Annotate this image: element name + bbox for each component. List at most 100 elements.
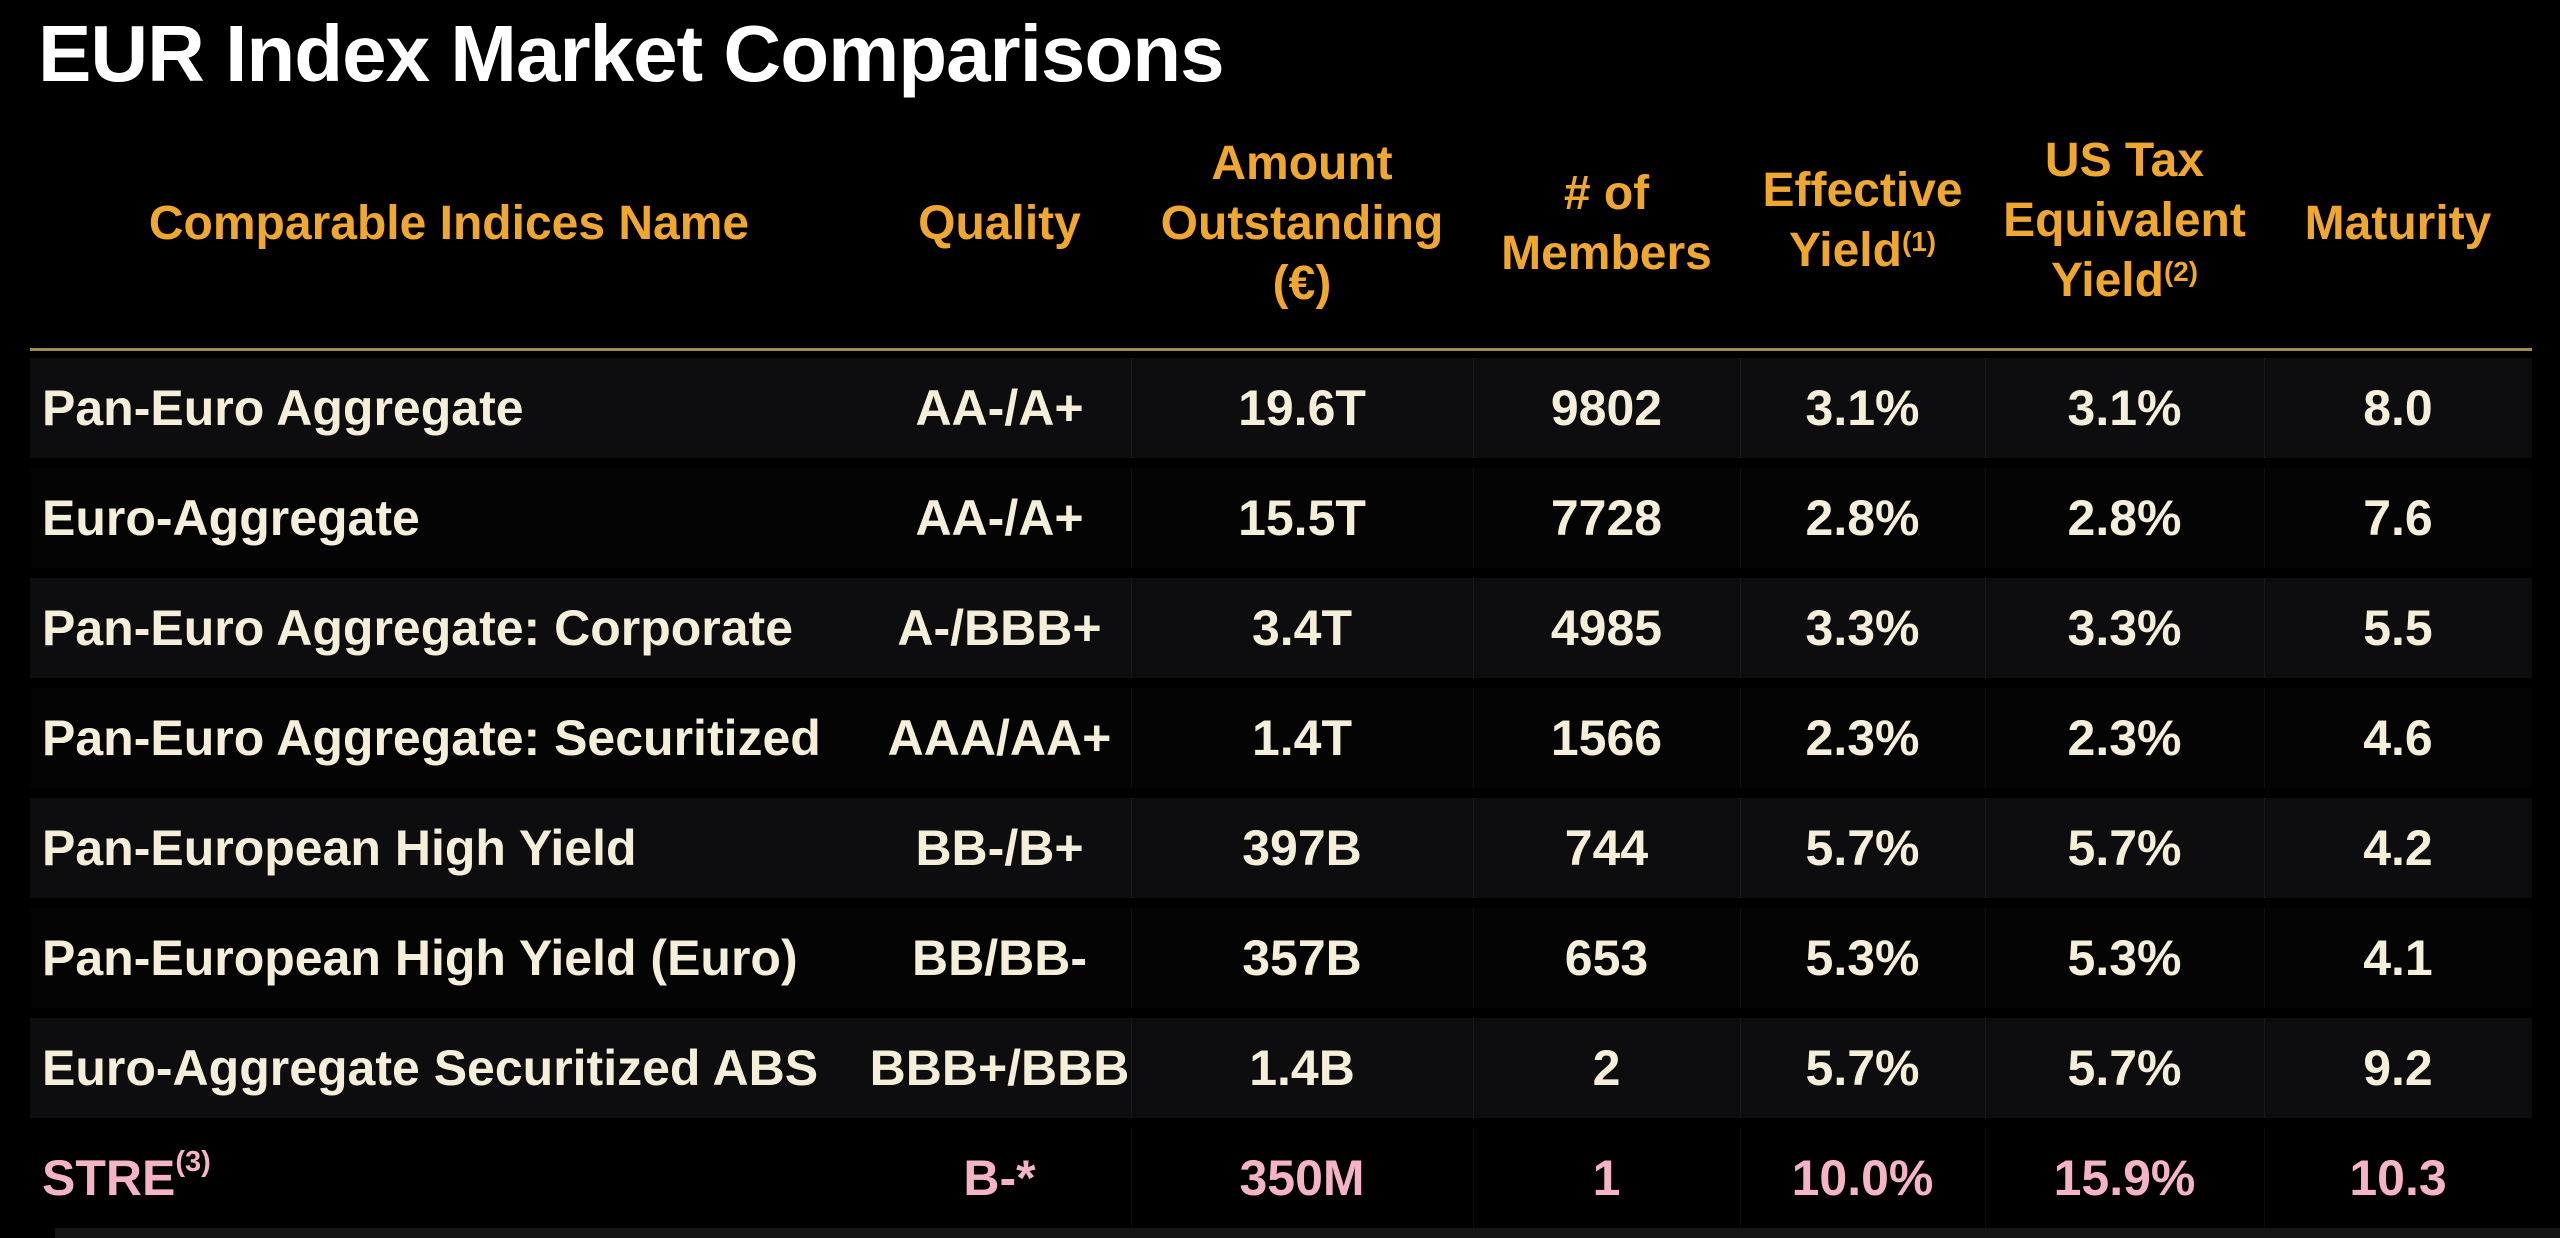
column-header-text: Maturity [2304,197,2492,250]
cell-value: 4.2 [2363,820,2433,876]
cell-value: 357B [1242,930,1362,986]
cell-value: 15.9% [2053,1150,2196,1206]
cell-value: 9.2 [2363,1040,2433,1096]
cell-value: 5.7% [2067,820,2182,876]
column-header-amount: Amount Outstanding (€) [1131,134,1473,314]
cell-value: 5.7% [2067,1040,2182,1096]
cell-value: STRE [42,1150,176,1206]
cell-members: 4985 [1473,578,1740,678]
cell-value: Pan-Euro Aggregate: Corporate [42,600,794,656]
cell-maturity: 4.1 [2264,908,2532,1008]
cell-effective_yield: 5.7% [1740,798,1985,898]
column-header-line: (€) [1131,254,1473,314]
table-header-row: Comparable Indices Name Quality Amount Outs… [30,100,2532,351]
cell-value: 4.1 [2363,930,2433,986]
cell-value: AAA/AA+ [887,710,1112,766]
cell-quality: BB/BB- [868,908,1131,1008]
cell-quality: AA-/A+ [868,358,1131,458]
cell-amount: 1.4T [1131,688,1473,788]
cell-value: 3.1% [1805,380,1920,436]
cell-value: 2 [1592,1040,1621,1096]
cell-amount: 15.5T [1131,468,1473,568]
column-header-line: Quality [868,194,1131,254]
cell-effective_yield: 2.8% [1740,468,1985,568]
column-header-line: Maturity [2264,194,2532,254]
cell-maturity: 9.2 [2264,1018,2532,1118]
column-header-text: Amount [1211,137,1393,190]
cell-value: B-* [963,1150,1036,1206]
cell-maturity: 4.6 [2264,688,2532,788]
cell-maturity: 10.3 [2264,1128,2532,1228]
table-row: Pan-Euro Aggregate: Corporate A-/BBB+ 3.4T… [30,578,2532,678]
table-row: STRE (3) B-* 350M 1 10.0% 15.9% 10.3 [30,1128,2532,1228]
column-header-text: Comparable Indices Name [148,197,750,250]
cell-effective_yield: 3.1% [1740,358,1985,458]
cell-amount: 19.6T [1131,358,1473,458]
cell-us_tax_equivalent_yield: 5.7% [1985,798,2264,898]
cell-value: Euro-Aggregate [42,490,420,546]
cell-us_tax_equivalent_yield: 2.8% [1985,468,2264,568]
table-row: Pan-Euro Aggregate: Securitized AAA/AA+ 1.… [30,688,2532,788]
cell-quality: A-/BBB+ [868,578,1131,678]
cell-value: 397B [1242,820,1362,876]
cell-quality: AAA/AA+ [868,688,1131,788]
cell-maturity: 8.0 [2264,358,2532,458]
cell-value: Pan-European High Yield [42,820,637,876]
cell-value: 3.1% [2067,380,2182,436]
column-header-quality: Quality [868,194,1131,254]
cell-effective_yield: 10.0% [1740,1128,1985,1228]
cell-value: 2.8% [1805,490,1920,546]
cell-value: 5.5 [2363,600,2433,656]
cell-value: 19.6T [1238,380,1366,436]
column-header-line: Yield(1) [1740,221,1985,287]
column-header-line: Yield(2) [1985,251,2264,317]
cell-name: Euro-Aggregate [30,468,868,568]
cell-value: BB/BB- [912,930,1087,986]
cell-value: 5.3% [2067,930,2182,986]
cell-value: A-/BBB+ [897,600,1102,656]
column-header-line: Amount [1131,134,1473,194]
column-header-text: # of [1563,167,1650,220]
bottom-edge-strip [55,1228,2560,1238]
cell-value: BB-/B+ [915,820,1084,876]
column-header-text: (€) [1272,257,1332,310]
cell-effective_yield: 5.3% [1740,908,1985,1008]
table-row: Pan-European High Yield BB-/B+ 397B 744 5.7%… [30,798,2532,898]
cell-members: 1566 [1473,688,1740,788]
cell-value: 3.4T [1251,600,1353,656]
column-header-text: Outstanding [1160,197,1444,250]
cell-value: 4.6 [2363,710,2433,766]
cell-value: Pan-Euro Aggregate [42,380,524,436]
table-row: Euro-Aggregate AA-/A+ 15.5T 7728 2.8% 2.8% 7.6 [30,468,2532,568]
cell-name: Pan-European High Yield [30,798,868,898]
column-header-maturity: Maturity [2264,194,2532,254]
footnote-marker: (3) [175,1145,211,1178]
cell-value: 350M [1239,1150,1365,1206]
column-header-text: Equivalent [2003,194,2246,247]
cell-us_tax_equivalent_yield: 2.3% [1985,688,2264,788]
cell-value: AA-/A+ [915,490,1084,546]
cell-value: Euro-Aggregate Securitized ABS [42,1040,819,1096]
cell-value: 9802 [1550,380,1663,436]
column-header-text: Members [1501,227,1712,280]
cell-value: Pan-Euro Aggregate: Securitized [42,710,821,766]
cell-effective_yield: 3.3% [1740,578,1985,678]
cell-value: 3.3% [2067,600,2182,656]
column-header-text: Yield [2051,254,2164,307]
cell-value: 3.3% [1805,600,1920,656]
cell-effective_yield: 2.3% [1740,688,1985,788]
cell-value: 5.7% [1805,820,1920,876]
cell-value: 5.7% [1805,1040,1920,1096]
comparison-table: Comparable Indices Name Quality Amount Outs… [30,100,2532,1238]
cell-value: 7.6 [2363,490,2433,546]
cell-us_tax_equivalent_yield: 3.1% [1985,358,2264,458]
column-header-text: Effective [1762,164,1963,217]
cell-value: 1.4B [1249,1040,1355,1096]
table-row: Euro-Aggregate Securitized ABS BBB+/BBB 1.… [30,1018,2532,1118]
cell-quality: B-* [868,1128,1131,1228]
column-header-line: Comparable Indices Name [30,194,868,254]
cell-us_tax_equivalent_yield: 15.9% [1985,1128,2264,1228]
column-header-members: # of Members [1473,164,1740,284]
cell-name: Pan-Euro Aggregate: Securitized [30,688,868,788]
cell-value: 1566 [1550,710,1663,766]
